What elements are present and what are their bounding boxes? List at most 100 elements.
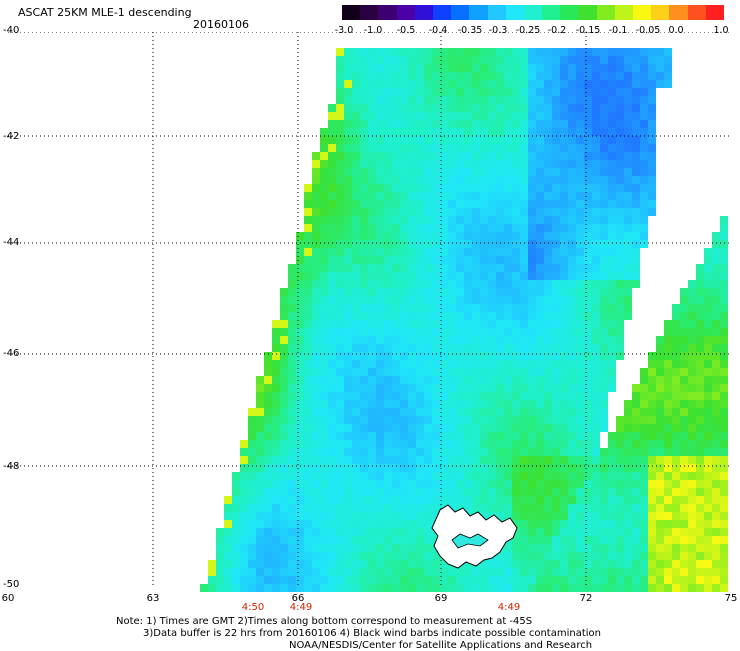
swath-pixel	[568, 552, 576, 560]
swath-pixel	[616, 88, 624, 96]
swath-pixel	[448, 72, 456, 80]
swath-pixel	[312, 448, 320, 456]
swath-pixel	[544, 72, 552, 80]
swath-pixel	[424, 224, 432, 232]
swath-pixel	[480, 256, 488, 264]
swath-pixel	[224, 504, 232, 512]
swath-pixel	[512, 360, 520, 368]
swath-pixel	[488, 72, 496, 80]
swath-pixel	[504, 96, 512, 104]
swath-pixel	[696, 520, 704, 528]
swath-pixel	[688, 296, 696, 304]
swath-pixel	[456, 504, 464, 512]
swath-pixel	[560, 528, 568, 536]
swath-pixel	[504, 368, 512, 376]
swath-pixel	[416, 224, 424, 232]
swath-pixel	[360, 488, 368, 496]
swath-pixel	[512, 504, 520, 512]
swath-pixel	[376, 144, 384, 152]
swath-pixel	[312, 392, 320, 400]
swath-pixel	[464, 408, 472, 416]
swath-pixel	[344, 472, 352, 480]
swath-pixel	[576, 368, 584, 376]
swath-pixel	[416, 304, 424, 312]
swath-pixel	[368, 392, 376, 400]
swath-pixel	[280, 480, 288, 488]
swath-pixel	[424, 512, 432, 520]
swath-pixel	[640, 128, 648, 136]
swath-pixel	[656, 432, 664, 440]
swath-pixel	[216, 544, 224, 552]
swath-pixel	[400, 224, 408, 232]
swath-pixel	[632, 464, 640, 472]
swath-pixel	[320, 480, 328, 488]
swath-pixel	[264, 520, 272, 528]
swath-pixel	[520, 336, 528, 344]
swath-pixel	[408, 264, 416, 272]
swath-pixel	[704, 504, 712, 512]
swath-pixel	[464, 184, 472, 192]
swath-pixel	[720, 568, 728, 576]
swath-pixel	[448, 488, 456, 496]
swath-pixel	[416, 288, 424, 296]
swath-pixel	[504, 376, 512, 384]
swath-pixel	[640, 216, 648, 224]
swath-pixel	[696, 264, 704, 272]
swath-pixel	[264, 368, 272, 376]
swath-pixel	[696, 352, 704, 360]
swath-pixel	[528, 336, 536, 344]
swath-pixel	[432, 512, 440, 520]
swath-pixel	[536, 512, 544, 520]
swath-pixel	[608, 384, 616, 392]
swath-pixel	[568, 456, 576, 464]
swath-pixel	[624, 256, 632, 264]
swath-pixel	[608, 296, 616, 304]
swath-pixel	[480, 560, 488, 568]
swath-pixel	[504, 248, 512, 256]
swath-pixel	[552, 368, 560, 376]
swath-pixel	[328, 456, 336, 464]
swath-pixel	[248, 512, 256, 520]
swath-pixel	[528, 384, 536, 392]
swath-pixel	[592, 136, 600, 144]
swath-pixel	[552, 88, 560, 96]
swath-pixel	[360, 304, 368, 312]
swath-pixel	[648, 472, 656, 480]
swath-pixel	[552, 64, 560, 72]
swath-pixel	[304, 336, 312, 344]
swath-pixel	[512, 584, 520, 592]
swath-pixel	[696, 424, 704, 432]
swath-pixel	[552, 160, 560, 168]
swath-pixel	[344, 192, 352, 200]
swath-pixel	[616, 296, 624, 304]
swath-pixel	[632, 496, 640, 504]
swath-pixel	[248, 440, 256, 448]
swath-pixel	[376, 152, 384, 160]
swath-pixel	[368, 80, 376, 88]
swath-pixel	[544, 80, 552, 88]
swath-pixel	[568, 296, 576, 304]
swath-pixel	[272, 576, 280, 584]
swath-pixel	[472, 64, 480, 72]
swath-pixel	[592, 328, 600, 336]
swath-pixel	[536, 88, 544, 96]
swath-pixel	[472, 208, 480, 216]
swath-pixel	[360, 288, 368, 296]
swath-pixel	[336, 400, 344, 408]
swath-pixel	[464, 280, 472, 288]
swath-pixel	[424, 304, 432, 312]
swath-pixel	[608, 432, 616, 440]
swath-pixel	[624, 64, 632, 72]
swath-pixel	[552, 304, 560, 312]
swath-pixel	[360, 552, 368, 560]
swath-pixel	[216, 584, 224, 592]
swath-pixel	[328, 328, 336, 336]
swath-pixel	[400, 48, 408, 56]
swath-pixel	[344, 584, 352, 592]
swath-pixel	[272, 336, 280, 344]
swath-pixel	[424, 216, 432, 224]
swath-pixel	[328, 480, 336, 488]
swath-pixel	[640, 64, 648, 72]
swath-pixel	[608, 552, 616, 560]
swath-pixel	[624, 160, 632, 168]
